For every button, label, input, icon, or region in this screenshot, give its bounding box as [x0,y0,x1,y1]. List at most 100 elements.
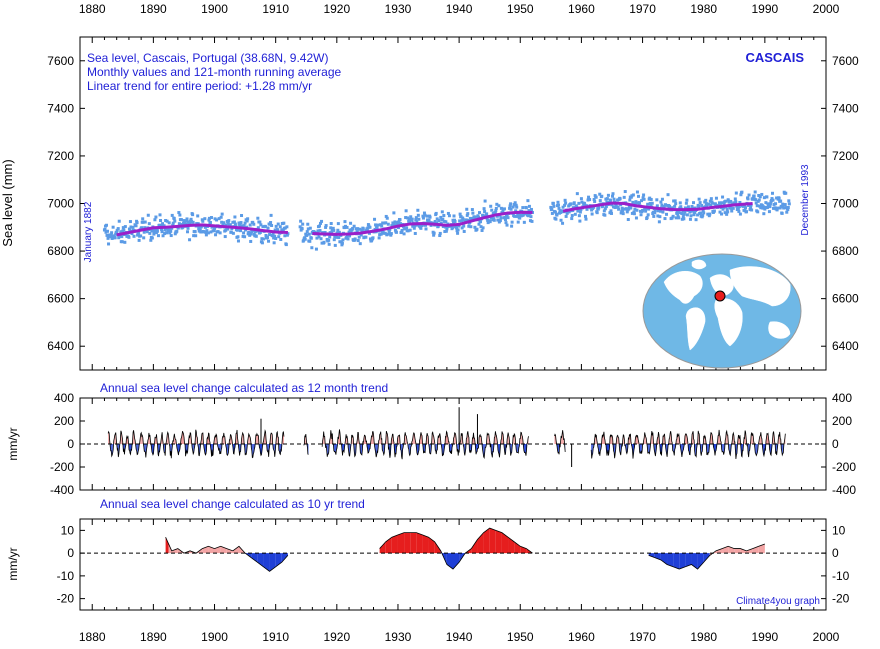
monthly-point [763,207,767,211]
monthly-point [116,227,120,231]
monthly-point [758,195,762,199]
monthly-point [249,239,253,243]
trend-line [379,527,533,570]
monthly-point [245,219,249,223]
monthly-point [578,219,582,223]
monthly-point [631,200,635,204]
monthly-point [336,228,340,232]
monthly-point [208,221,212,225]
monthly-point [630,211,634,215]
trend-fill [222,436,224,444]
trend-fill [352,435,353,444]
monthly-point [774,202,778,206]
monthly-point [759,206,763,210]
monthly-point [752,194,756,198]
monthly-point [492,218,496,222]
monthly-point [191,220,195,224]
monthly-point [477,222,481,226]
monthly-point [635,190,639,194]
monthly-point [696,213,700,217]
monthly-point [440,210,444,214]
trend-fill [685,433,687,444]
monthly-point [673,199,677,203]
monthly-point [368,237,372,241]
monthly-point [307,232,311,236]
monthly-point [382,221,386,225]
monthly-point [698,201,702,205]
monthly-point [708,212,712,216]
monthly-point [670,216,674,220]
trend-fill [520,546,527,554]
monthly-point [760,192,764,196]
monthly-point [511,205,515,209]
monthly-point [338,240,342,244]
trend-fill [275,553,282,567]
y-tick-label-right: -400 [832,483,856,497]
monthly-point [746,197,750,201]
monthly-point [600,194,604,198]
monthly-point [690,209,694,213]
monthly-point [528,219,532,223]
trend-fill [752,433,753,444]
monthly-point [168,227,172,231]
trend-fill [554,434,556,444]
monthly-point [616,198,620,202]
monthly-point [141,220,145,224]
monthly-point [580,200,584,204]
monthly-point [199,225,203,229]
monthly-point [377,236,381,240]
monthly-point [348,228,352,232]
monthly-point [128,220,132,224]
trend-fill [430,444,431,454]
x-tick-label-bottom: 1990 [752,630,779,644]
monthly-point [394,230,398,234]
monthly-point [150,236,154,240]
map-landmass [663,270,703,304]
monthly-point [685,198,689,202]
trend-fill [480,434,481,444]
monthly-point [327,238,331,242]
monthly-point [402,225,406,229]
monthly-point [114,232,118,236]
monthly-point [135,221,139,225]
y-tick-label-left: 400 [54,391,74,405]
monthly-point [383,231,387,235]
monthly-point [657,208,661,212]
y-tick-label-right: 6400 [832,339,859,353]
monthly-point [302,238,306,242]
monthly-point [577,214,581,218]
x-tick-label-bottom: 1890 [140,630,167,644]
monthly-point [280,228,284,232]
y-tick-label-right: 7000 [832,197,859,211]
monthly-point [576,208,580,212]
monthly-point [563,203,567,207]
monthly-point [348,234,352,238]
monthly-point [407,217,411,221]
monthly-point [754,201,758,205]
monthly-point [410,217,414,221]
monthly-point [408,228,412,232]
monthly-point [570,214,574,218]
monthly-point [712,209,716,213]
monthly-point [475,227,479,231]
monthly-point [272,236,276,240]
trend-fill [248,433,250,444]
trend-fill [397,532,405,554]
monthly-point [579,208,583,212]
monthly-point [381,221,385,225]
monthly-point [646,213,650,217]
monthly-point [156,234,160,238]
monthly-point [763,205,767,209]
monthly-point [779,204,783,208]
y-tick-label-right: 400 [832,391,852,405]
monthly-point [249,232,253,236]
monthly-point [375,226,379,230]
monthly-point [726,210,730,214]
x-tick-label-top: 1880 [79,2,106,16]
trend-fill [685,433,686,444]
monthly-point [423,213,427,217]
monthly-point [483,210,487,214]
monthly-point [115,228,119,232]
monthly-point [251,220,255,224]
trend-fill [495,530,502,554]
